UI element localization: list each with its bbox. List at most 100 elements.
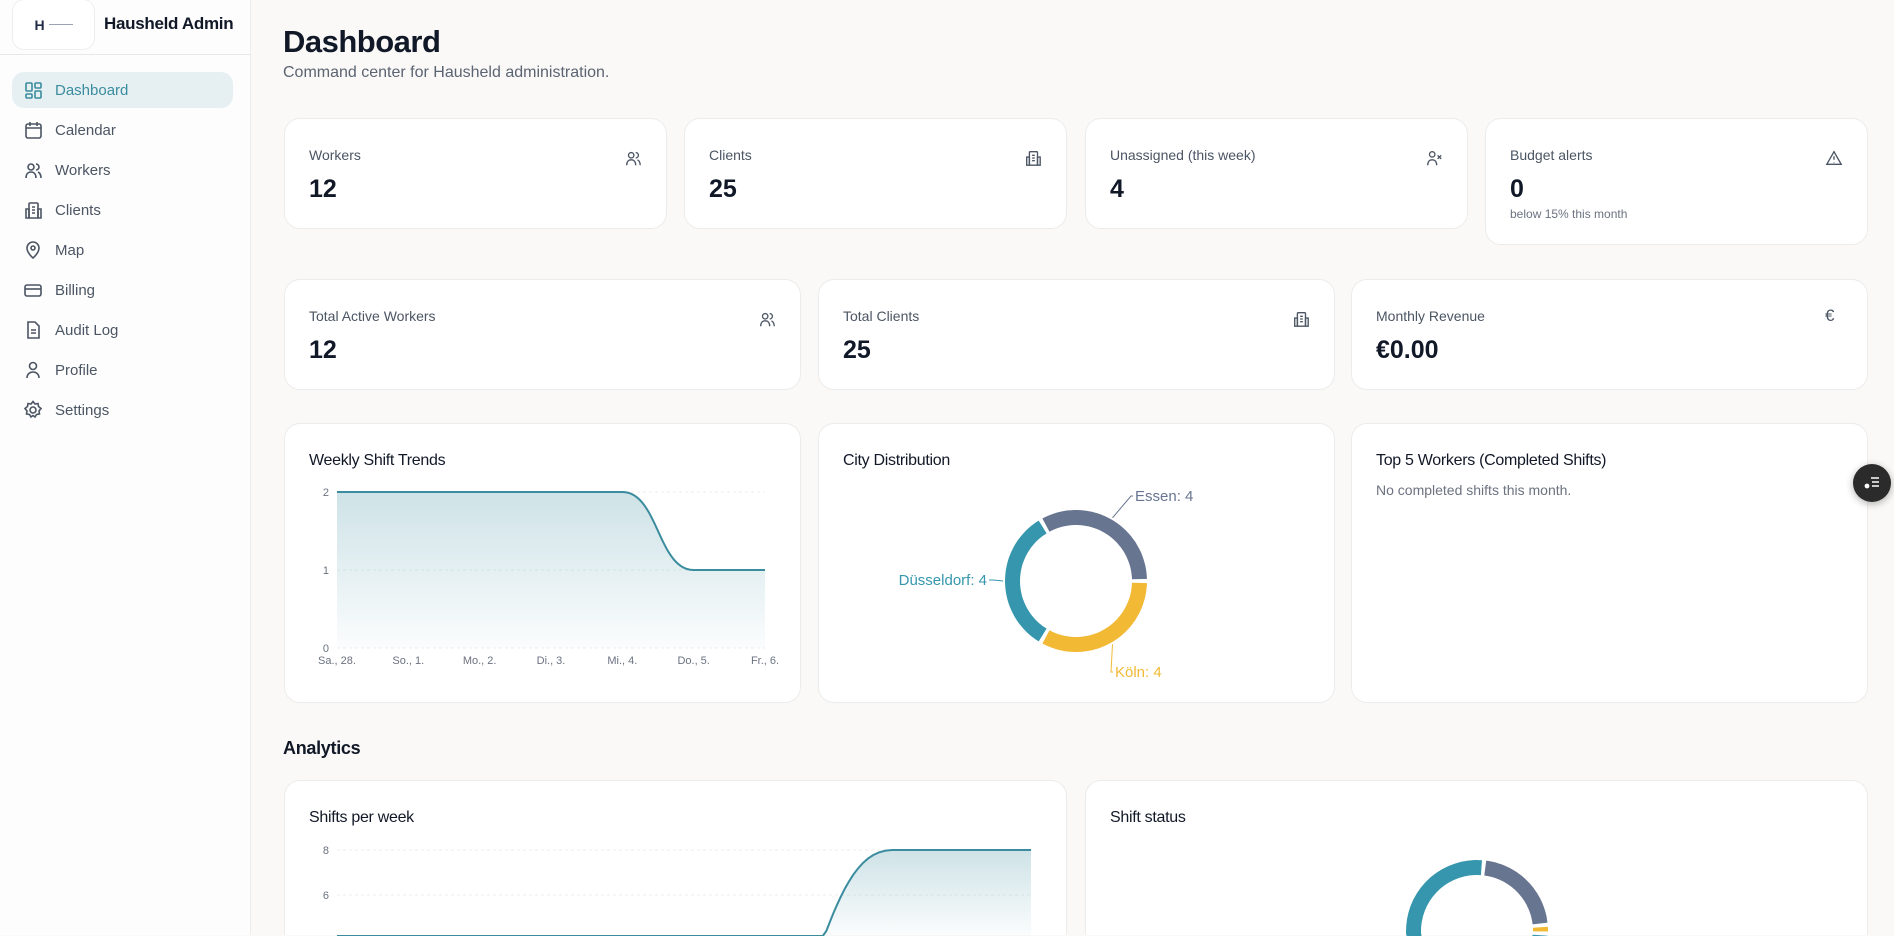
area-fill	[337, 850, 1031, 936]
chart-svg: Essen: 4 Köln: 4 Düsseldorf: 4	[899, 488, 1194, 681]
y-tick-label: 2	[323, 487, 329, 499]
series-line	[337, 849, 1031, 936]
sidebar-item-label: Workers	[55, 161, 111, 179]
users-icon	[760, 312, 775, 327]
sidebar-nav: Dashboard Calendar Workers Clients Map Billin…	[12, 72, 233, 432]
stat-value: 25	[843, 336, 871, 364]
stat-card-unassigned-this-week: Unassigned (this week) 4	[1085, 118, 1468, 229]
stat-card-monthly-revenue: Monthly Revenue €0.00 €	[1351, 279, 1868, 390]
stat-card-total-active-workers: Total Active Workers 12	[284, 279, 801, 390]
stat-value: €0.00	[1376, 336, 1439, 364]
sidebar-item-label: Audit Log	[55, 321, 119, 339]
stat-card-total-clients: Total Clients 25	[818, 279, 1335, 390]
sidebar-item-profile[interactable]: Profile	[12, 352, 233, 388]
stat-value: 0	[1510, 175, 1524, 203]
sidebar-item-label: Clients	[55, 201, 101, 219]
chart-title: Weekly Shift Trends	[309, 452, 446, 469]
chart-title: Shifts per week	[309, 809, 414, 826]
chart-card: Shifts per week 8 6	[284, 780, 1067, 936]
app-title: Hausheld Admin	[104, 14, 234, 33]
sidebar-item-dashboard[interactable]: Dashboard	[12, 72, 233, 108]
stat-value: 12	[309, 175, 337, 203]
sidebar-item-calendar[interactable]: Calendar	[12, 112, 233, 148]
building-icon	[1294, 312, 1309, 327]
calendar-icon	[25, 122, 42, 139]
slice-label: Köln: 4	[1115, 664, 1162, 681]
pie-slice-köln[interactable]	[1042, 582, 1147, 652]
user-icon	[26, 361, 40, 379]
stat-label: Clients	[709, 147, 752, 163]
brand-header: H Hausheld Admin	[0, 0, 250, 55]
x-tick-label: Fr., 6.	[751, 655, 779, 667]
sidebar-item-clients[interactable]: Clients	[12, 192, 233, 228]
filter-list-icon	[1864, 477, 1879, 489]
pie-slice[interactable]	[1484, 860, 1548, 925]
sidebar: H Hausheld Admin Dashboard Calendar Worker…	[0, 0, 251, 935]
y-tick-label: 8	[323, 845, 329, 857]
stat-card-workers: Workers 12	[284, 118, 667, 229]
page-subtitle: Command center for Hausheld administrati…	[283, 64, 610, 81]
x-tick-label: So., 1.	[392, 655, 424, 667]
floating-menu-button[interactable]	[1853, 464, 1891, 502]
chart-card: Shift status	[1085, 780, 1868, 936]
label-leader	[989, 579, 1004, 582]
map-pin-icon	[26, 241, 40, 260]
euro-icon: €	[1825, 306, 1835, 325]
series-line	[337, 491, 765, 571]
x-tick-label: Mi., 4.	[607, 655, 637, 667]
chart-svg	[1406, 860, 1548, 936]
sidebar-item-billing[interactable]: Billing	[12, 272, 233, 308]
pie-slice-essen[interactable]	[1042, 510, 1147, 580]
card-title: Top 5 Workers (Completed Shifts)	[1376, 452, 1607, 469]
y-tick-label: 1	[323, 565, 329, 577]
chart-card: Weekly Shift Trends 0 1 2 Sa., 28. So., 1. Mo.…	[284, 423, 801, 703]
stat-card-clients: Clients 25	[684, 118, 1067, 229]
logo-letter: H	[34, 16, 45, 33]
stat-label: Total Active Workers	[309, 308, 436, 324]
y-tick-label: 0	[323, 643, 329, 655]
sidebar-item-label: Dashboard	[55, 81, 129, 99]
file-text-icon	[27, 321, 40, 339]
sidebar-item-workers[interactable]: Workers	[12, 152, 233, 188]
logo[interactable]: H	[12, 0, 95, 50]
stat-note: below 15% this month	[1510, 207, 1628, 221]
analytics-heading: Analytics	[283, 738, 361, 758]
logo-wordmark-line	[48, 24, 73, 25]
x-tick-label: Di., 3.	[537, 655, 566, 667]
chart-title: City Distribution	[843, 452, 950, 469]
users-icon	[626, 151, 641, 166]
pie-slice[interactable]	[1532, 926, 1548, 932]
stat-value: 12	[309, 336, 337, 364]
sidebar-item-map[interactable]: Map	[12, 232, 233, 268]
empty-state: No completed shifts this month.	[1376, 482, 1572, 498]
chart-svg: 0 1 2 Sa., 28. So., 1. Mo., 2. Di., 3. Mi., 4. D…	[318, 487, 779, 667]
page-title: Dashboard	[283, 24, 441, 59]
chart-svg: 86	[323, 845, 1031, 936]
chart-card: City Distribution Essen: 4 Köln: 4 Düsseldo…	[818, 423, 1335, 703]
sidebar-item-settings[interactable]: Settings	[12, 392, 233, 428]
x-tick-label: Mo., 2.	[463, 655, 497, 667]
top-workers-card: Top 5 Workers (Completed Shifts) No comp…	[1351, 423, 1868, 703]
chart-title: Shift status	[1110, 809, 1186, 826]
label-leader	[1112, 495, 1133, 519]
gear-icon	[23, 400, 43, 419]
stat-label: Total Clients	[843, 308, 920, 324]
pie-slice-düsseldorf[interactable]	[1005, 520, 1047, 642]
stat-label: Unassigned (this week)	[1110, 147, 1256, 163]
pie-slice[interactable]	[1406, 860, 1548, 936]
slice-label: Essen: 4	[1135, 488, 1193, 505]
credit-card-icon	[24, 284, 42, 297]
building-icon	[25, 202, 42, 219]
stat-value: 25	[709, 175, 737, 203]
sidebar-item-label: Map	[55, 241, 85, 259]
stat-label: Workers	[309, 147, 361, 163]
user-x-icon	[1427, 151, 1442, 166]
label-leader	[1110, 644, 1113, 673]
y-tick-label: 6	[323, 890, 329, 902]
x-tick-label: Do., 5.	[677, 655, 709, 667]
sidebar-item-audit-log[interactable]: Audit Log	[12, 312, 233, 348]
sidebar-item-label: Settings	[55, 401, 110, 419]
sidebar-item-label: Billing	[55, 281, 96, 299]
layout-grid-icon	[25, 82, 42, 99]
stat-card-budget-alerts: Budget alerts 0 below 15% this month	[1485, 118, 1868, 245]
